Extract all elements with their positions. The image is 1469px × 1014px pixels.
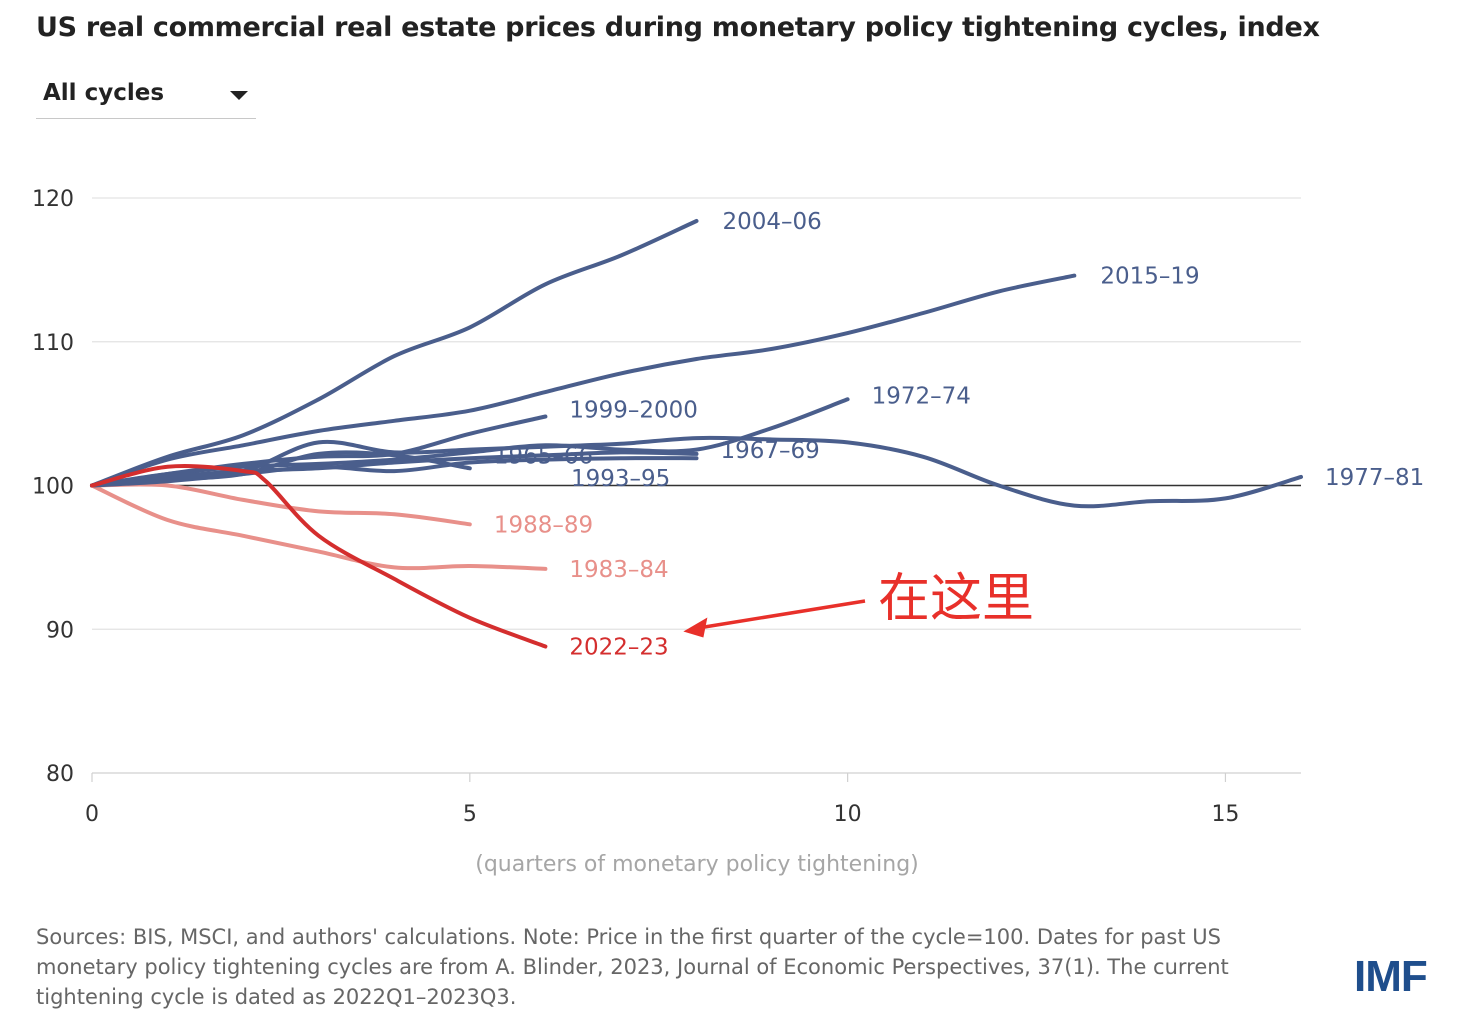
x-tick-label: 15	[1211, 802, 1239, 827]
series-label: 1972–74	[872, 383, 971, 409]
y-tick-label: 100	[32, 475, 74, 500]
annotation-arrow-shaft	[701, 599, 866, 630]
series-line-1988–89	[90, 482, 472, 527]
series-label: 2022–23	[569, 635, 668, 661]
series-label: 2004–06	[723, 209, 822, 235]
series-label: 1988–89	[494, 512, 593, 538]
series-label: 2015–19	[1100, 264, 1199, 290]
y-tick-label: 120	[32, 187, 74, 212]
x-tick-label: 5	[463, 802, 477, 827]
x-axis-label: (quarters of monetary policy tightening)	[475, 852, 919, 877]
series-label: 1977–81	[1325, 465, 1424, 491]
annotation-text: 在这里	[878, 569, 1034, 629]
grid-layer	[92, 197, 1301, 630]
y-tick-label: 90	[46, 618, 74, 643]
x-tick-label: 0	[85, 802, 99, 827]
series-label: 1993–95	[571, 466, 670, 492]
series-line-1977–81	[90, 435, 1303, 509]
series-layer	[90, 219, 1303, 649]
x-tick-label: 10	[834, 802, 862, 827]
cycle-filter-selected: All cycles	[43, 80, 165, 106]
series-label: 1967–69	[721, 438, 820, 464]
series-line-1993–95	[90, 456, 699, 488]
cycle-filter-dropdown[interactable]: All cycles	[36, 74, 256, 119]
series-line-1983–84	[90, 483, 548, 571]
series-label: 1999–2000	[569, 398, 698, 424]
series-line-2022–23	[90, 464, 548, 649]
series-line-2015–19	[90, 273, 1077, 488]
series-label-layer: 2004–06 2015–19 1972–74 1999–2000 1967–69 196…	[494, 209, 1425, 661]
series-label: 1983–84	[569, 557, 668, 583]
series-line-2004–06	[90, 219, 699, 488]
chart-title: US real commercial real estate prices du…	[36, 12, 1320, 43]
annotation-arrowhead	[683, 617, 708, 638]
axis-layer: 80 90 100 110 120 0 5 10 15	[32, 187, 1301, 827]
series-line-1999–2000	[90, 414, 548, 488]
series-label: 1965–66	[494, 443, 593, 469]
caret-down-icon	[230, 91, 248, 100]
imf-logo: IMF	[1354, 952, 1428, 1001]
y-tick-label: 110	[32, 331, 74, 356]
source-note: Sources: BIS, MSCI, and authors' calcula…	[36, 925, 1229, 1009]
line-chart: 80 90 100 110 120 0 5 10 15 2004–06 2015–19 1972–7…	[32, 187, 1425, 827]
annotation-layer: 在这里	[683, 569, 1034, 638]
y-tick-label: 80	[46, 762, 74, 787]
